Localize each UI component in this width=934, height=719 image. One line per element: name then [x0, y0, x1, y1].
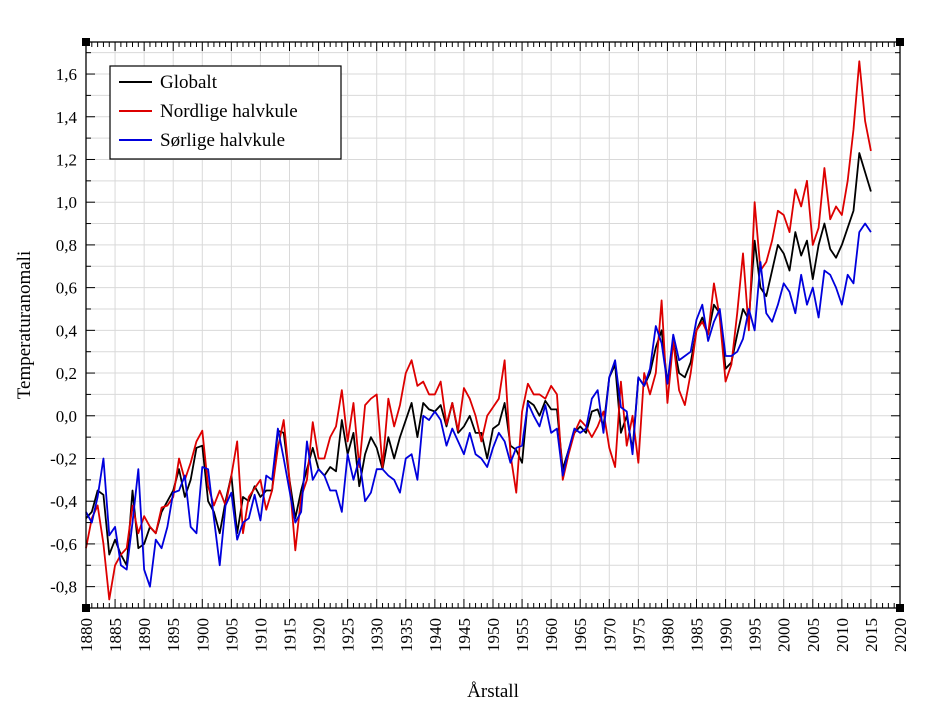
series-line-1 [85, 152, 872, 567]
axis-ticks [85, 42, 901, 609]
x-tick-label: 1960 [542, 618, 561, 652]
y-tick-label: 1,2 [56, 151, 77, 170]
y-tick-label: 0,2 [56, 364, 77, 383]
x-tick-label: 2020 [891, 618, 910, 652]
x-tick-label: 1880 [77, 618, 96, 652]
x-tick-label: 1985 [688, 618, 707, 652]
x-tick-label: 1925 [339, 618, 358, 652]
x-tick-label: 1890 [135, 618, 154, 652]
x-tick-label: 1950 [484, 618, 503, 652]
y-tick-label: 1,6 [56, 65, 77, 84]
x-tick-label: 1885 [106, 618, 125, 652]
x-tick-label: 2010 [833, 618, 852, 652]
y-axis-label: Temperaturanomali [14, 251, 35, 400]
tick-labels: 1880 1885 1890 1895 1900 1905 1910 1915 1920 1925… [50, 65, 910, 652]
series-line-3 [85, 222, 872, 588]
legend-label: Globalt [160, 72, 218, 93]
y-tick-label: -0,6 [50, 535, 77, 554]
y-tick-label: -0,2 [50, 450, 77, 469]
x-tick-label: 2015 [862, 618, 881, 652]
x-tick-label: 1970 [600, 618, 619, 652]
y-tick-label: 0,8 [56, 236, 77, 255]
x-tick-label: 1980 [658, 618, 677, 652]
x-tick-label: 2000 [775, 618, 794, 652]
x-axis-label: Årstall [467, 681, 519, 702]
y-tick-label: 0,6 [56, 279, 77, 298]
x-tick-label: 1900 [193, 618, 212, 652]
legend: Globalt Nordlige halvkule Sørlige halvkule [109, 65, 342, 160]
x-tick-label: 1955 [513, 618, 532, 652]
x-tick-label: 1995 [746, 618, 765, 652]
y-tick-label: -0,4 [50, 492, 77, 511]
y-tick-label: 0,0 [56, 407, 77, 426]
legend-label: Nordlige halvkule [160, 101, 298, 122]
x-tick-label: 1975 [629, 618, 648, 652]
series-line-2 [85, 60, 872, 601]
x-tick-label: 1920 [310, 618, 329, 652]
x-tick-label: 1935 [397, 618, 416, 652]
x-tick-label: 1965 [571, 618, 590, 652]
x-tick-label: 1910 [251, 618, 270, 652]
y-tick-label: -0,8 [50, 578, 77, 597]
x-tick-label: 1915 [281, 618, 300, 652]
x-tick-label: 1930 [368, 618, 387, 652]
series-lines [85, 60, 872, 601]
x-tick-label: 2005 [804, 618, 823, 652]
x-tick-label: 1945 [455, 618, 474, 652]
y-tick-label: 1,4 [56, 108, 78, 127]
x-tick-label: 1990 [717, 618, 736, 652]
x-tick-label: 1895 [164, 618, 183, 652]
legend-label: Sørlige halvkule [160, 130, 285, 151]
y-tick-label: 0,4 [56, 321, 78, 340]
x-tick-label: 1905 [222, 618, 241, 652]
y-tick-label: 1,0 [56, 193, 77, 212]
x-tick-label: 1940 [426, 618, 445, 652]
